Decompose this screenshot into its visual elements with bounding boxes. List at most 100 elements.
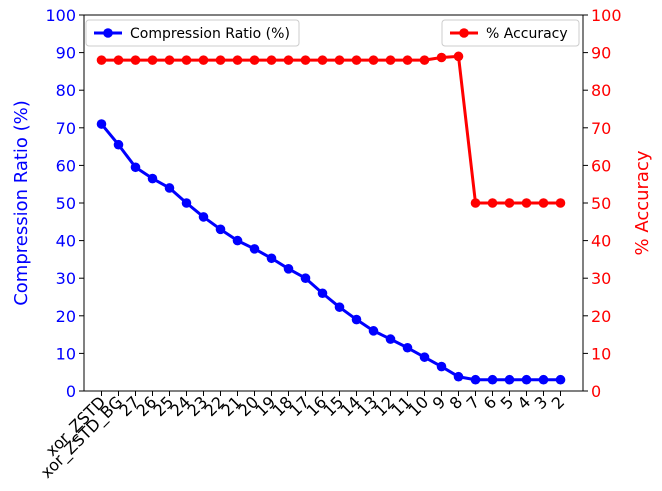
compression-ratio-point xyxy=(113,139,124,150)
accuracy-point xyxy=(283,55,294,65)
accuracy-point xyxy=(368,55,379,65)
accuracy-point xyxy=(402,55,413,65)
left-y-tick-label: 100 xyxy=(45,6,76,25)
accuracy-point xyxy=(300,55,311,65)
right-y-tick-label: 0 xyxy=(591,382,601,401)
compression-ratio-point xyxy=(266,253,277,264)
accuracy-point xyxy=(385,55,396,65)
accuracy-point xyxy=(113,55,124,65)
compression-ratio-point xyxy=(96,119,107,129)
x-tick-label: 5 xyxy=(497,392,518,413)
accuracy-point xyxy=(504,198,515,208)
x-tick-label: 8 xyxy=(446,392,467,413)
left-y-tick-label: 40 xyxy=(56,232,76,251)
legend-accuracy-marker xyxy=(459,28,469,38)
accuracy-point xyxy=(130,55,141,65)
x-tick-label: 2 xyxy=(548,392,569,413)
x-tick-label: 6 xyxy=(480,392,501,413)
accuracy-point xyxy=(351,55,362,65)
compression-ratio-point xyxy=(334,302,345,312)
plot-area: 0 0 10 10 20 20 30 30 40 40 50 50 60 60 70 70 80 80 90 90 10… xyxy=(11,6,653,483)
compression-ratio-point xyxy=(419,352,430,362)
legend-compression-ratio-box xyxy=(85,19,300,47)
legend-accuracy-label: % Accuracy xyxy=(486,26,568,42)
compression-ratio-point xyxy=(453,371,464,382)
left-y-tick-label: 90 xyxy=(56,44,76,63)
legend-accuracy-box xyxy=(441,19,580,47)
compression-ratio-point xyxy=(555,374,566,385)
compression-ratio-point xyxy=(436,361,447,372)
left-y-tick-label: 10 xyxy=(56,344,76,363)
x-tick-label: 7 xyxy=(463,392,484,413)
right-y-tick-label: 30 xyxy=(591,269,611,288)
x-tick-label: 10 xyxy=(404,392,432,420)
x-tick-label: 9 xyxy=(429,392,450,413)
right-y-axis-title: % Accuracy xyxy=(632,150,653,255)
legend-compression-ratio-label: Compression Ratio (%) xyxy=(130,26,290,42)
legend-compression-ratio: Compression Ratio (%) xyxy=(85,19,300,47)
compression-ratio-point xyxy=(351,314,362,325)
accuracy-point xyxy=(249,55,260,65)
left-y-tick-label: 80 xyxy=(56,81,76,100)
compression-ratio-point xyxy=(402,342,413,353)
left-y-tick-label: 50 xyxy=(56,194,76,213)
right-y-tick-label: 50 xyxy=(591,194,611,213)
accuracy-point xyxy=(521,198,532,208)
accuracy-point xyxy=(96,55,107,65)
legend-accuracy: % Accuracy xyxy=(441,19,580,47)
right-y-tick-label: 70 xyxy=(591,119,611,138)
left-y-tick-label: 70 xyxy=(56,119,76,138)
accuracy-point xyxy=(198,55,209,65)
compression-ratio-point xyxy=(147,173,158,184)
accuracy-point xyxy=(334,55,345,65)
compression-ratio-point xyxy=(181,198,192,208)
right-y-tick-label: 80 xyxy=(591,81,611,100)
accuracy-point xyxy=(470,198,481,208)
compression-ratio-point xyxy=(470,374,481,385)
compression-ratio-point xyxy=(283,264,294,274)
compression-ratio-point xyxy=(521,374,532,385)
compression-ratio-point xyxy=(232,235,243,246)
compression-ratio-point xyxy=(368,326,379,336)
series-line-compression-ratio xyxy=(100,123,561,382)
accuracy-point xyxy=(419,55,430,65)
compression-ratio-point xyxy=(538,374,549,385)
series-line-accuracy xyxy=(101,54,561,205)
accuracy-point xyxy=(266,55,277,65)
right-y-tick-label: 100 xyxy=(591,6,622,25)
accuracy-point xyxy=(147,55,158,65)
left-y-axis-title: Compression Ratio (%) xyxy=(11,100,32,306)
right-y-tick-label: 10 xyxy=(591,344,611,363)
x-tick-label: 3 xyxy=(531,392,552,413)
accuracy-point xyxy=(487,198,498,208)
accuracy-point xyxy=(164,55,175,65)
accuracy-point xyxy=(232,55,243,65)
compression-ratio-point xyxy=(164,183,175,193)
compression-ratio-point xyxy=(249,244,260,254)
x-tick-label: 4 xyxy=(514,392,535,413)
accuracy-point xyxy=(181,55,192,65)
legend-compression-ratio-marker xyxy=(103,28,113,38)
compression-ratio-point xyxy=(385,334,396,344)
accuracy-point xyxy=(453,51,464,62)
left-y-tick-label: 0 xyxy=(66,382,76,401)
accuracy-point xyxy=(538,198,549,208)
left-y-tick-label: 20 xyxy=(56,307,76,326)
right-y-tick-label: 90 xyxy=(591,44,611,63)
right-y-tick-label: 40 xyxy=(591,232,611,251)
compression-ratio-point xyxy=(317,288,328,299)
left-y-tick-label: 30 xyxy=(56,269,76,288)
accuracy-point xyxy=(555,198,566,208)
compression-ratio-point xyxy=(300,273,311,284)
accuracy-point xyxy=(317,55,328,65)
accuracy-point xyxy=(215,55,226,65)
compression-ratio-point xyxy=(198,212,209,222)
right-y-tick-label: 20 xyxy=(591,307,611,326)
right-y-tick-label: 60 xyxy=(591,156,611,175)
compression-ratio-point xyxy=(215,224,226,235)
compression-ratio-point xyxy=(504,374,515,385)
compression-ratio-point xyxy=(487,374,498,385)
compression-ratio-point xyxy=(130,162,141,173)
left-y-tick-label: 60 xyxy=(56,156,76,175)
